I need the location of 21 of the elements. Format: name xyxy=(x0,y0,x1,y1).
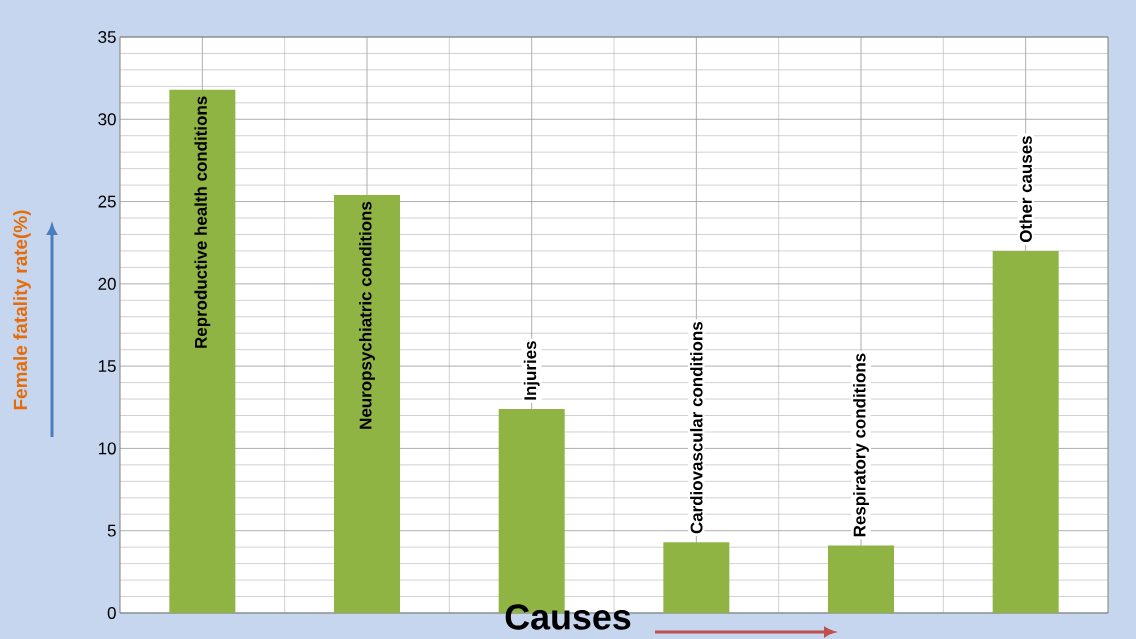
y-tick-label: 25 xyxy=(98,195,116,208)
y-tick-label: 35 xyxy=(98,30,116,43)
x-tick-label: Respiratory conditions xyxy=(853,353,869,537)
y-axis-title: Female fatality rate(%) xyxy=(13,210,31,410)
y-tick-label: 10 xyxy=(98,442,116,455)
x-tick-label: Injuries xyxy=(523,341,540,400)
x-tick-label: Other causes xyxy=(1019,136,1032,243)
y-tick-label: 30 xyxy=(98,113,116,126)
y-tick-label: 5 xyxy=(107,524,116,537)
bar xyxy=(334,194,401,613)
bar xyxy=(828,545,895,613)
bar xyxy=(169,89,236,613)
x-tick-label: Reproductive health conditions xyxy=(194,96,211,348)
bar xyxy=(992,250,1059,613)
x-tick-label: Neuropsychiatric conditions xyxy=(359,201,375,429)
y-tick-label: 15 xyxy=(98,360,116,373)
y-tick-label: 20 xyxy=(98,277,116,290)
x-axis-title: Causes xyxy=(505,604,631,630)
y-tick-label: 0 xyxy=(107,606,116,619)
bar xyxy=(663,542,730,613)
x-tick-label: Cardiovascular conditions xyxy=(690,322,703,534)
